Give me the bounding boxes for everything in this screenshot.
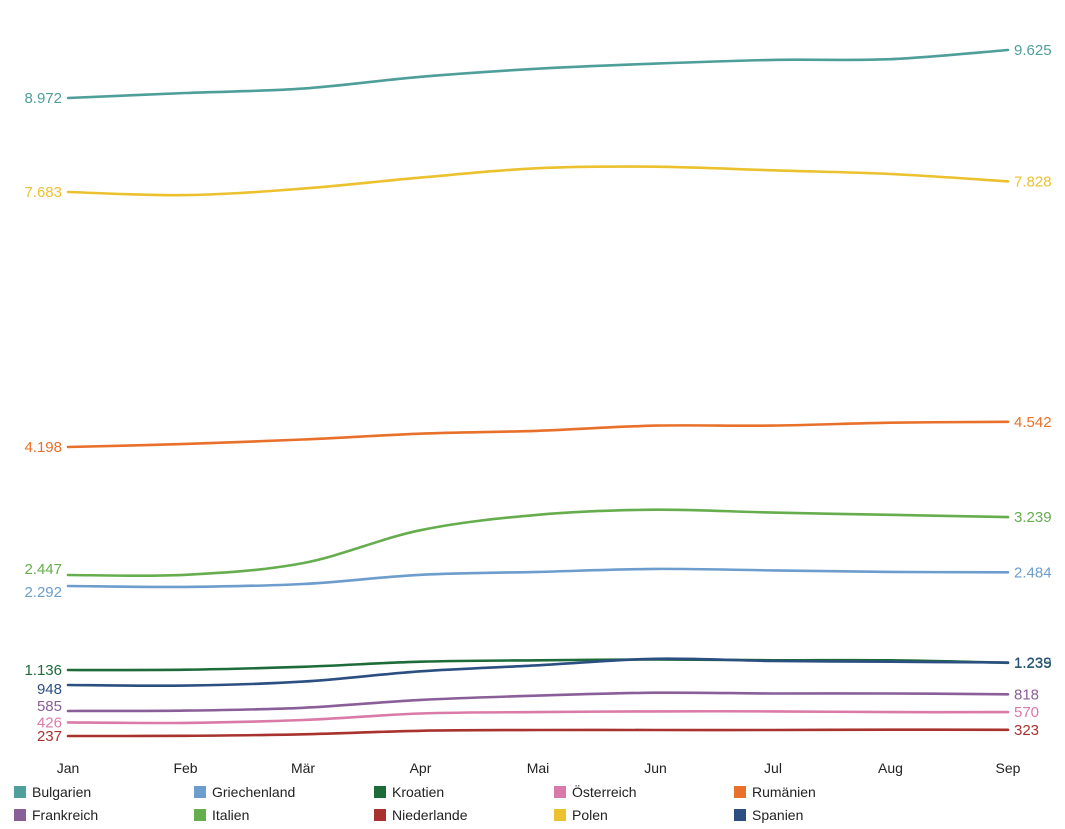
x-tick-label-sep: Sep <box>996 760 1021 776</box>
start-label-rumaenien: 4.198 <box>24 439 62 456</box>
x-tick-label-maer: Mär <box>291 760 315 776</box>
series-line-italien <box>66 508 1010 578</box>
start-label-griechenland: 2.292 <box>24 584 62 601</box>
end-label-oesterreich: 570 <box>1014 704 1039 721</box>
legend-swatch-italien <box>194 809 206 821</box>
legend-swatch-oesterreich <box>554 786 566 798</box>
start-label-bulgarien: 8.972 <box>24 90 62 107</box>
series-line-rumaenien <box>66 420 1010 449</box>
legend-label-griechenland: Griechenland <box>212 784 295 800</box>
legend-swatch-kroatien <box>374 786 386 798</box>
legend-label-rumaenien: Rumänien <box>752 784 816 800</box>
legend-swatch-niederlande <box>374 809 386 821</box>
start-label-italien: 2.447 <box>24 561 62 578</box>
legend-label-bulgarien: Bulgarien <box>32 784 91 800</box>
x-axis: Jan Feb Mär Apr Mai Jun Jul Aug Sep <box>57 760 1021 776</box>
legend-label-spanien: Spanien <box>752 807 803 823</box>
legend-label-niederlande: Niederlande <box>392 807 468 823</box>
end-label-italien: 3.239 <box>1014 509 1052 526</box>
series-line-polen <box>66 165 1010 197</box>
legend-swatch-rumaenien <box>734 786 746 798</box>
legend-label-oesterreich: Österreich <box>572 783 637 800</box>
x-tick-label-apr: Apr <box>410 760 432 776</box>
legend-label-kroatien: Kroatien <box>392 784 444 800</box>
start-label-niederlande: 237 <box>37 728 62 745</box>
x-tick-label-mai: Mai <box>527 760 550 776</box>
end-label-frankreich: 818 <box>1014 686 1039 703</box>
legend-label-frankreich: Frankreich <box>32 807 98 823</box>
series-line-spanien <box>66 657 1010 688</box>
start-label-spanien: 948 <box>37 681 62 698</box>
legend-label-italien: Italien <box>212 807 249 823</box>
x-tick-label-jun: Jun <box>644 760 667 776</box>
legend-swatch-polen <box>554 809 566 821</box>
legend-swatch-frankreich <box>14 809 26 821</box>
x-tick-label-jul: Jul <box>764 760 782 776</box>
legend-swatch-bulgarien <box>14 786 26 798</box>
legend-label-polen: Polen <box>572 807 608 823</box>
start-label-kroatien: 1.136 <box>24 662 62 679</box>
x-tick-label-feb: Feb <box>173 760 197 776</box>
end-label-spanien: 1.239 <box>1014 655 1052 672</box>
x-tick-label-aug: Aug <box>878 760 903 776</box>
start-label-oesterreich: 426 <box>37 714 62 731</box>
end-label-kroatien: 1.235 <box>1014 655 1052 672</box>
start-label-frankreich: 585 <box>37 698 62 715</box>
x-tick-label-jan: Jan <box>57 760 80 776</box>
series-line-frankreich <box>66 691 1010 713</box>
series-line-bulgarien <box>66 48 1010 100</box>
series-line-griechenland <box>66 567 1010 589</box>
legend-swatch-griechenland <box>194 786 206 798</box>
end-label-niederlande: 323 <box>1014 722 1039 739</box>
end-label-rumaenien: 4.542 <box>1014 414 1052 431</box>
legend: Bulgarien Griechenland Kroatien Österreich R… <box>14 783 816 823</box>
end-label-griechenland: 2.484 <box>1014 564 1052 581</box>
series-line-kroatien <box>66 658 1010 672</box>
legend-swatch-spanien <box>734 809 746 821</box>
series-line-oesterreich <box>66 709 1010 725</box>
end-label-polen: 7.828 <box>1014 173 1052 190</box>
series-lines <box>66 48 1010 738</box>
start-label-polen: 7.683 <box>24 184 62 201</box>
series-line-niederlande <box>66 728 1010 738</box>
end-label-bulgarien: 9.625 <box>1014 42 1052 59</box>
value-labels: 8.972 9.625 7.683 7.828 4.198 4.542 2.447 3.239… <box>24 42 1051 745</box>
